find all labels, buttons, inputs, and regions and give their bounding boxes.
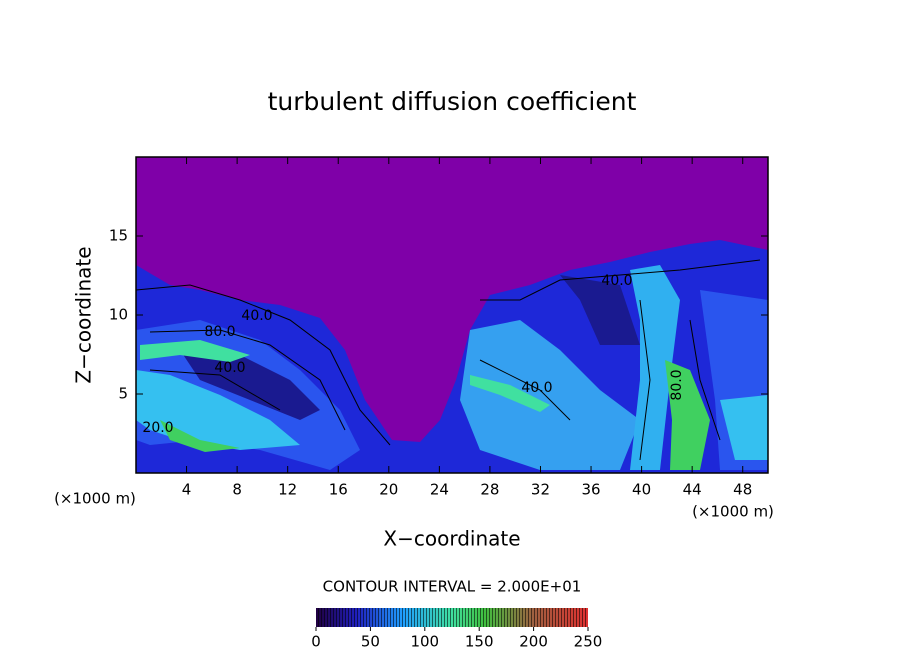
- x-tick-label: 40: [632, 481, 651, 499]
- contour-label: 40.0: [214, 360, 245, 376]
- x-tick-label: 32: [531, 481, 550, 499]
- chart-title: turbulent diffusion coefficient: [268, 87, 637, 116]
- colorbar-tick-label: 200: [519, 633, 548, 651]
- x-tick-label: 8: [232, 481, 242, 499]
- x-tick-label: 48: [733, 481, 752, 499]
- x-tick-label: 20: [379, 481, 398, 499]
- contour-label: 40.0: [601, 273, 632, 289]
- x-tick-label: 28: [480, 481, 499, 499]
- x-axis-label: X−coordinate: [383, 527, 520, 551]
- contour-label: 80.0: [204, 324, 235, 340]
- y-tick-label: 15: [109, 227, 128, 245]
- x-tick-label: 4: [182, 481, 192, 499]
- colorbar-tick-label: 100: [410, 633, 439, 651]
- colorbar-stripes: [316, 608, 588, 627]
- y-tick-label: 10: [109, 306, 128, 324]
- x-tick-label: 44: [683, 481, 702, 499]
- x-tick-label: 16: [329, 481, 348, 499]
- x-tick-label: 36: [581, 481, 600, 499]
- colorbar-tick-label: 50: [361, 633, 380, 651]
- y-tick-label: 5: [118, 385, 128, 403]
- y-axis-label: Z−coordinate: [72, 246, 96, 383]
- colorbar-tick-label: 0: [311, 633, 321, 651]
- contour-label: 40.0: [241, 308, 272, 324]
- colorbar-tick-label: 250: [574, 633, 603, 651]
- colorbar-tick-label: 150: [465, 633, 494, 651]
- x-tick-label: 12: [278, 481, 297, 499]
- contour-label: 40.0: [521, 380, 552, 396]
- x-tick-label: 24: [430, 481, 449, 499]
- contour-label: 80.0: [669, 369, 685, 400]
- y-unit-label: (×1000 m): [692, 503, 774, 521]
- contour-interval: CONTOUR INTERVAL = 2.000E+01: [323, 578, 582, 596]
- contour-field: [136, 157, 768, 473]
- contour-label: 20.0: [142, 420, 173, 436]
- x-unit-label: (×1000 m): [54, 490, 136, 508]
